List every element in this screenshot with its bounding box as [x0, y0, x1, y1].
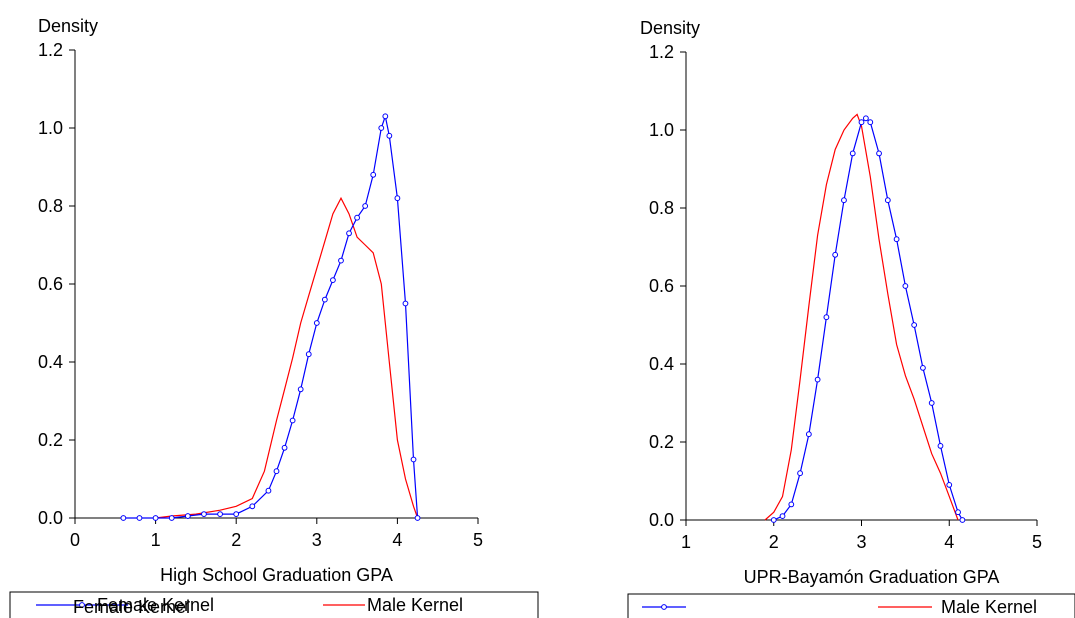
series-line-male: [764, 113, 959, 521]
x-tick-label: 1: [681, 532, 691, 552]
x-tick-label: 2: [231, 530, 241, 550]
y-tick-label: 1.0: [649, 120, 674, 140]
legend-box: [9, 591, 539, 618]
y-tick-label: 1.0: [38, 118, 63, 138]
female-data-point: [382, 113, 389, 120]
female-data-point: [849, 150, 856, 157]
female-data-point: [354, 214, 361, 221]
x-tick-label: 4: [392, 530, 402, 550]
y-tick-label: 0.4: [38, 352, 63, 372]
y-axis-label: Density: [38, 16, 98, 36]
x-tick-label: 2: [769, 532, 779, 552]
female-data-point: [911, 322, 918, 328]
chart-panel-1: Density 0.0 0.2 0.4 0.6 0.8 1.0 1.2 0 1 2 3 4 5 High S…: [9, 16, 539, 618]
legend: Female Kernel Male Kernel: [9, 591, 539, 618]
female-data-point: [321, 296, 328, 303]
female-data-point: [832, 251, 839, 258]
female-data-point: [770, 517, 777, 523]
legend-female-label: Female Kernel: [97, 595, 214, 615]
female-data-point: [217, 511, 223, 517]
female-data-point: [779, 513, 786, 519]
female-data-point: [330, 277, 336, 284]
y-axis-label: Density: [640, 18, 700, 38]
female-data-point: [920, 365, 926, 371]
legend-female-marker: [79, 602, 85, 608]
y-tick-label: 0.4: [649, 354, 674, 374]
female-data-point: [823, 314, 830, 321]
female-data-point: [338, 257, 344, 264]
female-data-point: [928, 400, 935, 406]
x-tick-label: 0: [70, 530, 80, 550]
female-data-point: [201, 511, 207, 517]
female-data-point: [884, 197, 891, 204]
female-data-point: [414, 515, 421, 521]
female-data-point: [814, 376, 821, 383]
female-data-point: [959, 517, 966, 523]
x-tick-label: 4: [944, 532, 954, 552]
female-data-point: [362, 203, 369, 209]
female-data-point: [937, 443, 944, 449]
legend-female-label: Female Kernel: [73, 597, 190, 617]
female-data-point: [281, 444, 288, 451]
female-data-point: [305, 351, 312, 358]
female-data-point: [841, 197, 847, 204]
x-axis-label: UPR-Bayamón Graduation GPA: [744, 567, 1000, 587]
legend-male-label: Male Kernel: [941, 597, 1037, 617]
female-data-point: [788, 501, 795, 508]
y-tick-label: 1.2: [38, 40, 63, 60]
y-tick-label: 0.6: [649, 276, 674, 296]
female-data-point: [394, 195, 401, 202]
x-tick-label: 1: [151, 530, 161, 550]
legend-box: [627, 593, 1075, 618]
x-tick-label: 5: [473, 530, 483, 550]
female-data-point: [955, 509, 961, 516]
female-data-point: [410, 456, 417, 463]
series-line-female: [773, 117, 963, 521]
female-data-point: [297, 386, 304, 393]
female-data-point: [902, 283, 909, 289]
female-data-point: [313, 320, 320, 326]
female-data-point: [797, 470, 803, 477]
y-tick-label: 0.6: [38, 274, 63, 294]
y-tick-label: 0.8: [649, 198, 674, 218]
female-data-point: [946, 482, 953, 488]
x-axis-label: High School Graduation GPA: [160, 565, 393, 585]
female-data-point: [184, 513, 191, 519]
female-data-point: [233, 511, 240, 517]
x-tick-label: 3: [312, 530, 322, 550]
y-tick-label: 0.0: [649, 510, 674, 530]
x-tick-label: 3: [856, 532, 866, 552]
female-data-point: [386, 132, 393, 139]
female-data-point: [858, 119, 865, 126]
legend-male-label: Male Kernel: [367, 595, 463, 615]
legend-female-marker: [661, 604, 667, 610]
female-data-point: [168, 515, 175, 521]
series-line-male: [155, 196, 419, 519]
female-data-point: [876, 150, 882, 157]
female-data-point: [867, 119, 874, 126]
y-tick-label: 1.2: [649, 42, 674, 62]
female-data-point: [370, 171, 377, 178]
female-data-point: [893, 236, 900, 243]
female-data-point: [805, 431, 812, 438]
female-data-point: [136, 515, 143, 521]
female-data-point: [862, 115, 869, 122]
female-data-point: [273, 468, 280, 475]
female-data-point: [265, 487, 272, 494]
y-tick-label: 0.8: [38, 196, 63, 216]
legend: Female Kernel Male Kernel: [73, 593, 1075, 618]
y-tick-label: 0.2: [38, 430, 63, 450]
female-data-point: [378, 125, 385, 131]
chart-panel-2: Density 0.0 0.2 0.4 0.6 0.8 1.0 1.2 1 2 3 4 5 UPR-Bay…: [73, 18, 1075, 618]
female-data-point: [346, 230, 352, 237]
female-data-point: [249, 503, 256, 510]
female-data-point: [152, 515, 159, 521]
y-tick-label: 0.0: [38, 508, 63, 528]
female-data-point: [289, 417, 296, 424]
female-data-point: [120, 515, 127, 521]
y-tick-label: 0.2: [649, 432, 674, 452]
x-tick-label: 5: [1032, 532, 1042, 552]
female-data-point: [402, 300, 409, 307]
